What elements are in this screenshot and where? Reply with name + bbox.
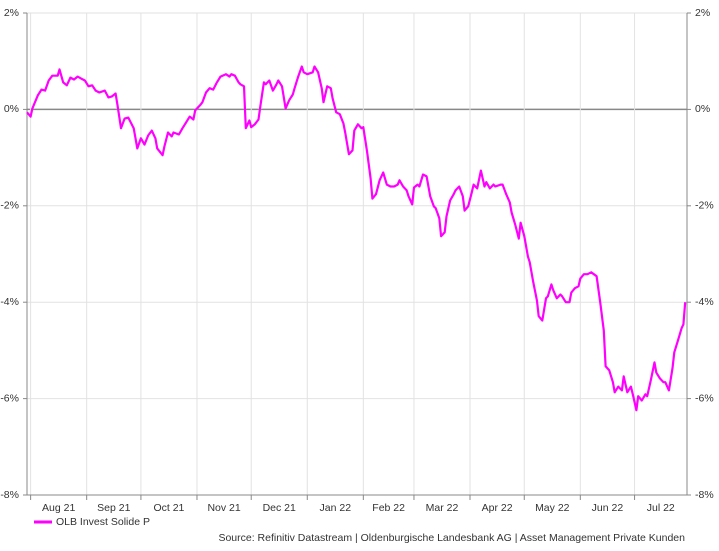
y-tick-label: -6% <box>0 392 19 404</box>
y-tick-label: -8% <box>0 489 19 501</box>
y-tick-label: 0% <box>4 103 19 115</box>
y2-tick-label: -2% <box>695 200 714 212</box>
x-tick-label: Apr 22 <box>482 502 513 514</box>
x-tick-label: Oct 21 <box>153 502 184 514</box>
y2-tick-label: -6% <box>695 392 714 404</box>
y-tick-label: -2% <box>0 200 19 212</box>
source-note: Source: Refinitiv Datastream | Oldenburg… <box>218 532 685 544</box>
y-tick-label: -4% <box>0 296 19 308</box>
y2-tick-label: -8% <box>695 489 714 501</box>
x-tick-label: Jul 22 <box>647 502 675 514</box>
series-line <box>26 65 687 412</box>
x-tick-label: Nov 21 <box>207 502 240 514</box>
x-tick-label: Feb 22 <box>372 502 405 514</box>
y2-tick-label: -4% <box>695 296 714 308</box>
y2-tick-label: 0% <box>695 103 710 115</box>
legend-label: OLB Invest Solide P <box>56 516 150 528</box>
y2-tick-label: 2% <box>695 7 710 19</box>
y-tick-label: 2% <box>4 7 19 19</box>
x-tick-label: May 22 <box>535 502 570 514</box>
x-tick-label: Dec 21 <box>263 502 296 514</box>
x-tick-label: Jan 22 <box>320 502 352 514</box>
x-tick-label: Mar 22 <box>426 502 459 514</box>
x-tick-label: Jun 22 <box>592 502 624 514</box>
x-tick-label: Sep 21 <box>97 502 130 514</box>
x-tick-label: Aug 21 <box>42 502 75 514</box>
